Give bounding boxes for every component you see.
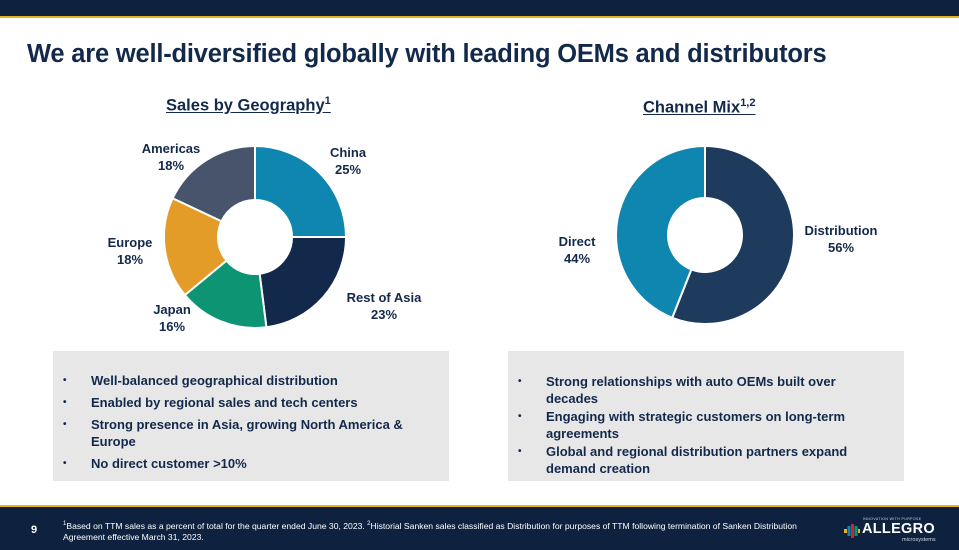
bullet-text: Enabled by regional sales and tech cente… bbox=[91, 395, 358, 410]
bullet-dot-icon: • bbox=[63, 419, 67, 430]
logo-tagline: INNOVATION WITH PURPOSE bbox=[863, 517, 922, 521]
bullet-dot-icon: • bbox=[63, 375, 67, 386]
label-japan: Japan 16% bbox=[153, 302, 191, 334]
channel-highlights-box: • Strong relationships with auto OEMs bui… bbox=[508, 351, 904, 481]
bullet-text: Strong relationships with auto OEMs buil… bbox=[546, 374, 836, 406]
channel-chart-title: Channel Mix1,2 bbox=[643, 97, 756, 117]
allegro-logo-mark-icon bbox=[844, 524, 860, 538]
bullet-text: Global and regional distribution partner… bbox=[546, 444, 848, 476]
logo-wordmark: ALLEGRO bbox=[862, 521, 935, 537]
geography-chart-title: Sales by Geography1 bbox=[166, 95, 331, 115]
bullet-dot-icon: • bbox=[63, 458, 67, 469]
bullet-item: • Enabled by regional sales and tech cent… bbox=[63, 394, 429, 411]
bullet-text: Strong presence in Asia, growing North A… bbox=[91, 417, 403, 449]
bullet-item: • Engaging with strategic customers on lo… bbox=[518, 408, 884, 442]
footer-gold-rule bbox=[0, 505, 959, 507]
page-number: 9 bbox=[31, 524, 38, 536]
bullet-text: Well-balanced geographical distribution bbox=[91, 373, 338, 388]
page-title: We are well-diversified globally with le… bbox=[27, 40, 827, 68]
bullet-dot-icon: • bbox=[518, 411, 522, 422]
footnote: 1Based on TTM sales as a percent of tota… bbox=[63, 520, 797, 543]
slice-rest-of-asia bbox=[258, 236, 348, 329]
slice-china bbox=[254, 144, 348, 238]
bullet-text: No direct customer >10% bbox=[91, 456, 247, 471]
geography-donut-chart bbox=[163, 144, 348, 329]
slice-americas bbox=[171, 144, 256, 223]
logo-subtext: microsystems bbox=[902, 537, 936, 543]
top-banner bbox=[0, 0, 959, 18]
label-china: China 25% bbox=[329, 145, 367, 177]
slice-direct bbox=[615, 144, 706, 320]
label-rest-of-asia: Rest of Asia 23% bbox=[346, 290, 422, 322]
label-europe: Europe 18% bbox=[107, 235, 153, 267]
bullet-dot-icon: • bbox=[63, 397, 67, 408]
bullet-item: • Well-balanced geographical distribution bbox=[63, 372, 429, 389]
footer-bar: 9 1Based on TTM sales as a percent of to… bbox=[0, 505, 959, 550]
label-americas: Americas 18% bbox=[141, 141, 201, 173]
bullet-dot-icon: • bbox=[518, 446, 522, 457]
bullet-dot-icon: • bbox=[518, 376, 522, 387]
bullet-item: • Strong presence in Asia, growing North … bbox=[63, 416, 429, 450]
bullet-item: • Strong relationships with auto OEMs bui… bbox=[518, 373, 884, 407]
top-gold-rule bbox=[0, 16, 959, 18]
geography-highlights-box: • Well-balanced geographical distribution… bbox=[53, 351, 449, 481]
allegro-logo: INNOVATION WITH PURPOSE ALLEGRO microsys… bbox=[842, 517, 942, 545]
bullet-item: • Global and regional distribution partne… bbox=[518, 443, 884, 477]
bullet-text: Engaging with strategic customers on lon… bbox=[546, 409, 846, 441]
label-distribution: Distribution 56% bbox=[804, 223, 878, 255]
channel-donut-chart bbox=[615, 144, 795, 325]
slice-distribution bbox=[670, 144, 795, 325]
label-direct: Direct 44% bbox=[558, 234, 596, 266]
bullet-item: • No direct customer >10% bbox=[63, 455, 429, 472]
